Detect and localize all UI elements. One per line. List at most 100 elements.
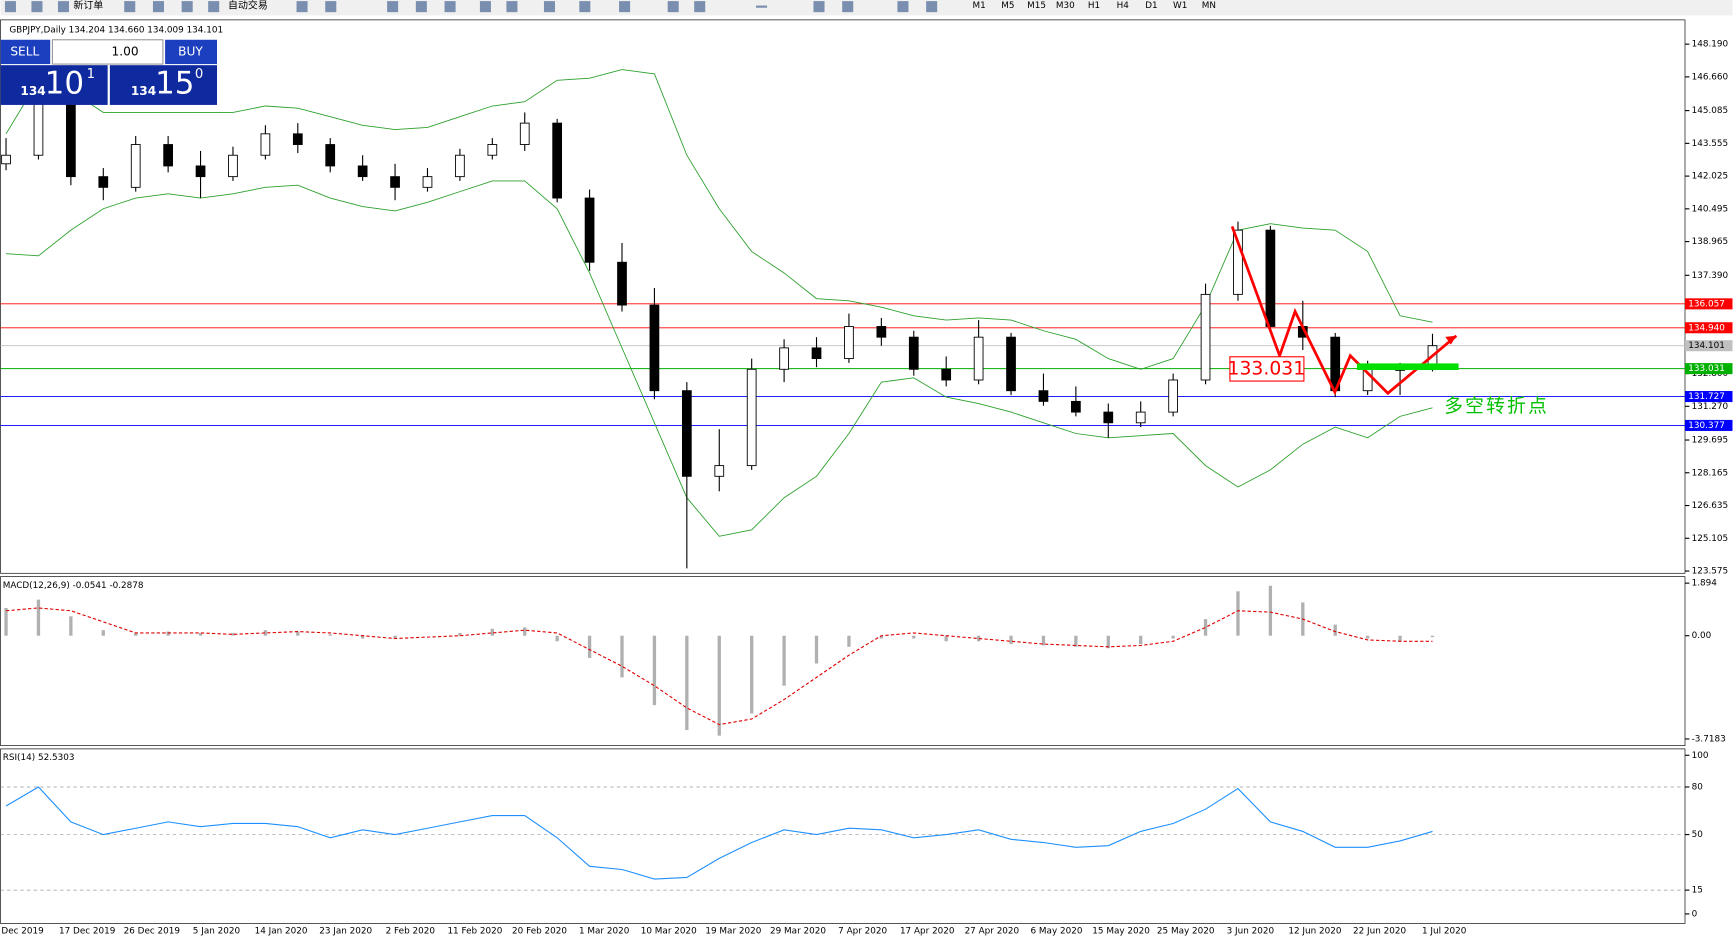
price-level-label: 134.101 (1688, 341, 1725, 351)
timeframe-button[interactable]: M30 (1056, 1, 1075, 11)
candle-body (779, 347, 789, 370)
main-panel (0, 19, 1686, 574)
y-tick-label: 129.695 (1692, 436, 1729, 446)
candle-body (98, 176, 109, 188)
x-tick-label: 20 Feb 2020 (512, 927, 567, 937)
rsi-panel (0, 748, 1686, 924)
timeframe-button[interactable]: MN (1202, 1, 1216, 11)
x-tick-label: 26 Dec 2019 (124, 927, 180, 937)
candle-body (163, 144, 173, 167)
price-level-tag (1684, 363, 1733, 375)
candle-body (973, 336, 984, 381)
y-tick-label: -3.7183 (1692, 734, 1726, 744)
ask-box[interactable] (109, 65, 218, 105)
x-tick-label: 11 Feb 2020 (447, 927, 502, 937)
timeframe-button[interactable]: H1 (1088, 1, 1100, 11)
x-tick-label: 17 Dec 2019 (59, 927, 115, 937)
y-tick-label: 100 (1692, 751, 1709, 761)
timeframe-button[interactable]: M15 (1027, 1, 1046, 11)
y-tick-label: 125.105 (1692, 534, 1729, 544)
candle-body (292, 133, 303, 145)
price-level-label: 136.057 (1688, 299, 1725, 309)
candle-body (1135, 411, 1146, 424)
candle-body (681, 390, 692, 477)
candle-body (1200, 293, 1211, 381)
toolbar (0, 0, 1733, 16)
macd-signal (5, 607, 1433, 726)
x-tick-label: 29 Mar 2020 (770, 927, 826, 937)
price-level-tag (1684, 340, 1733, 352)
x-tick-label: 6 May 2020 (1031, 927, 1083, 937)
candle-body (519, 122, 530, 145)
candle-body (1233, 229, 1243, 295)
candle-body (260, 133, 271, 156)
timeframe-button[interactable]: W1 (1173, 1, 1187, 11)
candle-body (422, 176, 433, 188)
ask-small: 0 (195, 67, 203, 82)
buy-button[interactable] (165, 39, 218, 65)
y-tick-label: 123.575 (1692, 567, 1729, 577)
y-tick-label: 1.894 (1692, 579, 1718, 589)
candle-body (1006, 336, 1016, 392)
x-tick-label: 22 Jun 2020 (1353, 927, 1406, 937)
price-level-label: 133.031 (1688, 364, 1725, 374)
x-tick-label: 5 Jan 2020 (193, 927, 241, 937)
y-tick-label: 131.270 (1692, 402, 1729, 412)
candle-body (941, 368, 952, 381)
lots[interactable]: 1.00 (112, 44, 139, 58)
candle-body (1103, 411, 1114, 424)
candle-body (66, 94, 76, 178)
candle-body (357, 165, 368, 178)
annotation-box (1229, 356, 1305, 382)
price-level-tag (1684, 322, 1733, 334)
y-tick-label: 148.190 (1692, 40, 1729, 50)
candle-body (1265, 229, 1276, 327)
candle-body (455, 154, 465, 178)
x-tick-label: 12 Jun 2020 (1288, 927, 1341, 937)
new-order-button[interactable]: 新订单 (73, 0, 103, 12)
y-tick-label: 146.660 (1692, 72, 1729, 82)
bid-big: 134 (20, 84, 45, 98)
x-tick-label: 10 Mar 2020 (641, 927, 697, 937)
y-tick-label: 0.00 (1692, 631, 1712, 641)
timeframe-button[interactable]: M5 (1001, 1, 1014, 11)
timeframe-button[interactable]: M1 (973, 1, 986, 11)
y-tick-label: 138.965 (1692, 237, 1729, 247)
x-tick-label: 23 Jan 2020 (319, 927, 372, 937)
bid-small: 1 (87, 67, 95, 82)
x-tick-label: 19 Mar 2020 (705, 927, 761, 937)
trade-panel: SELL 1.00 BUY 134 10 1 134 15 0 (0, 39, 218, 105)
candle-body (908, 336, 919, 370)
chart-title: GBPJPY,Daily 134.204 134.660 134.009 134… (9, 25, 223, 35)
annotation-price: 133.031 (1228, 358, 1306, 379)
bid-box[interactable] (0, 65, 108, 105)
y-tick-label: 0 (1692, 909, 1698, 919)
auto-trading-button[interactable]: 自动交易 (228, 0, 268, 12)
x-tick-label: Dec 2019 (1, 927, 43, 937)
candle-body (130, 144, 141, 188)
buy-label[interactable]: BUY (178, 44, 203, 58)
candle-body (1, 154, 11, 165)
timeframe-button[interactable]: D1 (1145, 1, 1157, 11)
band-upper (5, 69, 1433, 370)
price-level-label: 131.727 (1688, 392, 1725, 402)
toolbar-icons (4, 1, 938, 13)
x-tick-label: 1 Jul 2020 (1422, 927, 1467, 937)
rsi-title: RSI(14) 52.5303 (3, 753, 75, 763)
support-bar (1356, 363, 1459, 371)
arrow-head (1445, 335, 1457, 345)
price-level-tag (1684, 419, 1733, 431)
x-tick-label: 2 Feb 2020 (386, 927, 436, 937)
lots-field[interactable] (51, 39, 164, 65)
y-tick-label: 15 (1692, 886, 1703, 896)
x-tick-label: 7 Apr 2020 (838, 927, 887, 937)
price-level-label: 134.940 (1688, 323, 1725, 333)
timeframe-button[interactable]: H4 (1117, 1, 1130, 11)
y-tick-label: 137.390 (1692, 271, 1729, 281)
sell-label[interactable]: SELL (10, 44, 39, 58)
candle-body (228, 154, 238, 178)
price-level-tag (1684, 391, 1733, 403)
candle-body (390, 176, 400, 188)
sell-button[interactable] (0, 39, 51, 65)
